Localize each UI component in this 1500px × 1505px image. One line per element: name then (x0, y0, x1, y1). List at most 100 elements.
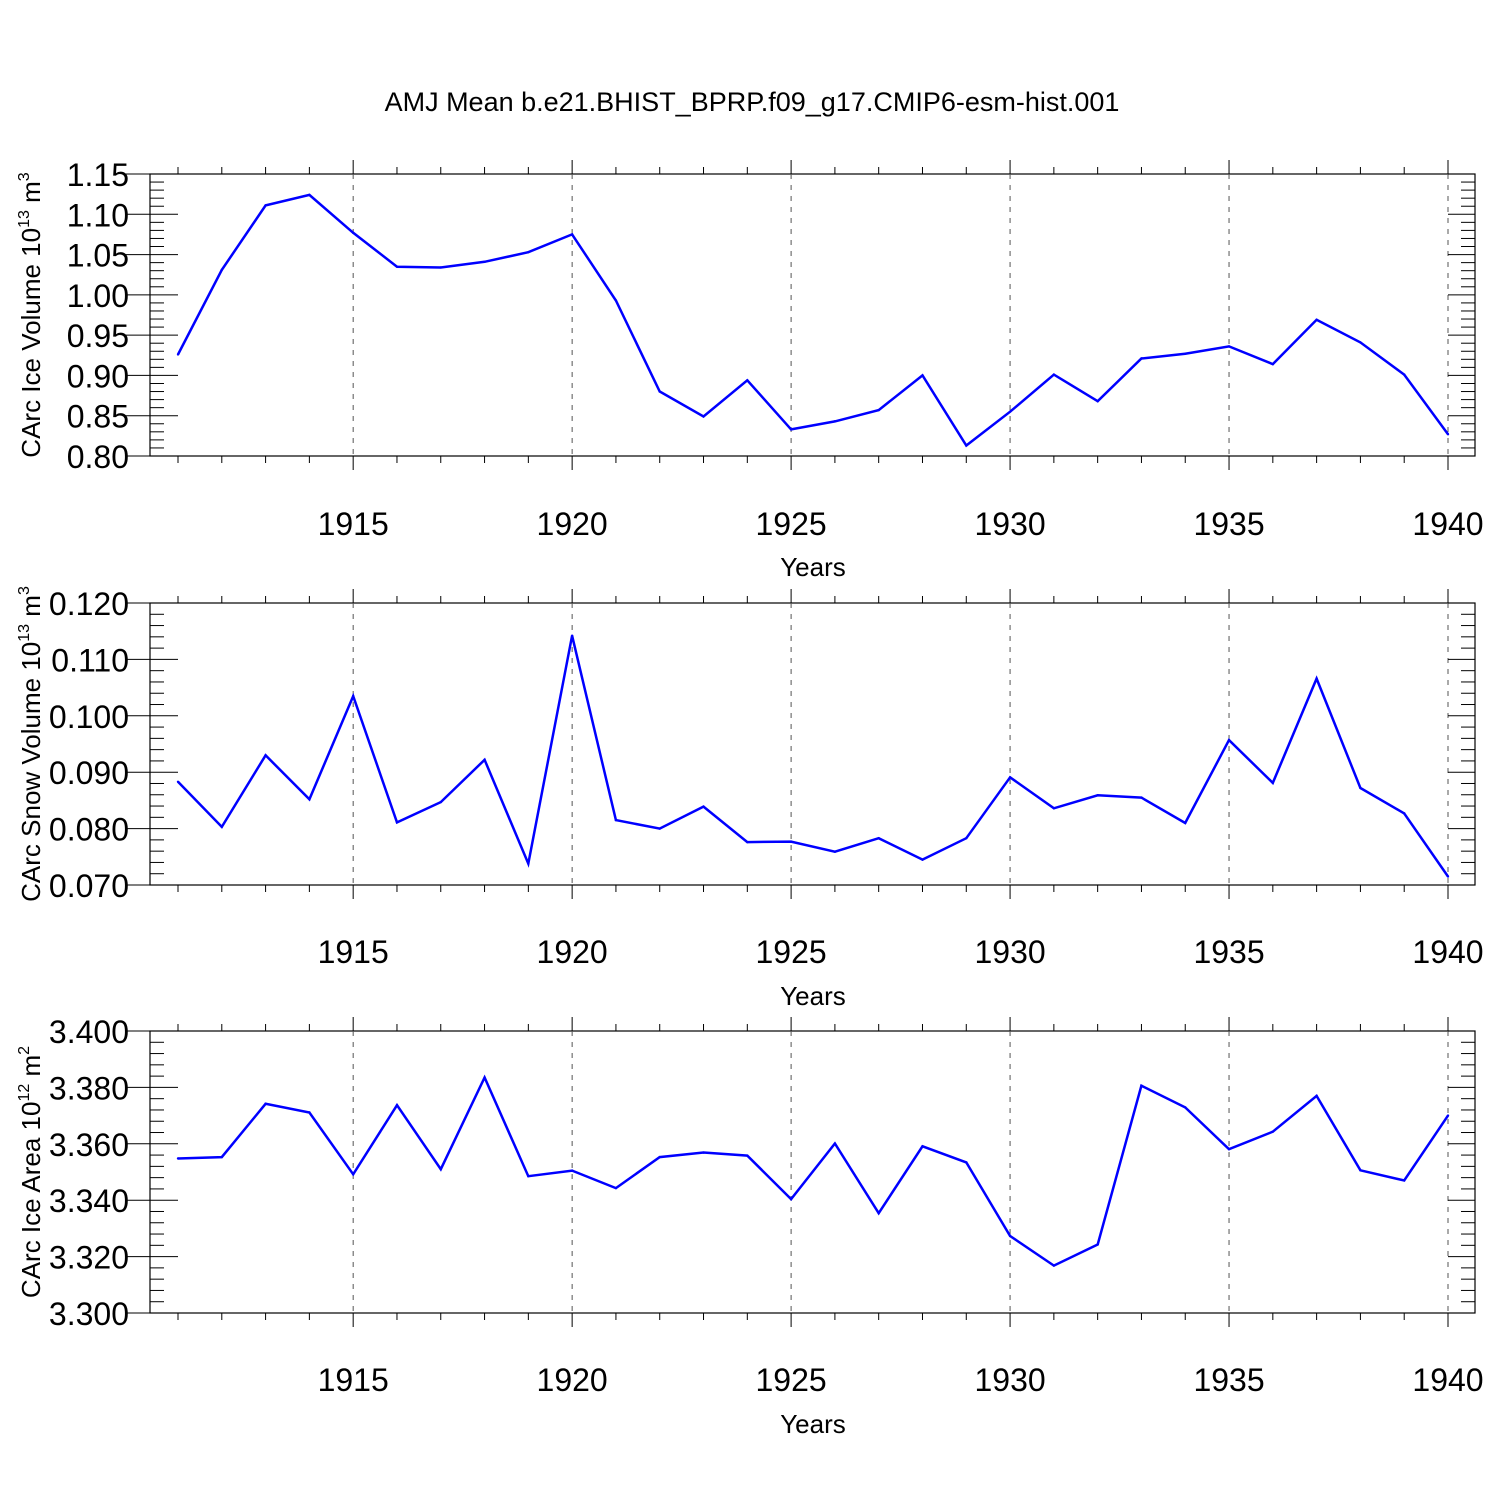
y-axis-label: CArc Ice Volume 1013 m3 (16, 172, 46, 457)
x-tick-label: 1935 (1193, 506, 1264, 542)
x-tick-label: 1920 (537, 506, 608, 542)
y-tick-label: 3.300 (49, 1296, 129, 1332)
data-point (702, 805, 705, 808)
x-tick-label: 1930 (974, 506, 1045, 542)
x-axis-label: Years (780, 981, 846, 1011)
x-tick-label: 1940 (1412, 934, 1483, 970)
data-point (527, 1175, 530, 1178)
data-point (1184, 1106, 1187, 1109)
x-tick-label: 1915 (318, 1362, 389, 1398)
data-point (308, 1111, 311, 1114)
y-tick-label: 3.340 (49, 1183, 129, 1219)
chart-panel-2: 0.070 0.080 0.090 0.100 0.110 0.120 1915 1920 19… (16, 586, 1484, 1011)
data-point (1008, 1234, 1012, 1238)
data-point (702, 1151, 705, 1154)
chart-panel-3: 3.300 3.320 3.340 3.360 3.380 3.400 1915 1920 19… (16, 1014, 1484, 1439)
data-point (264, 204, 267, 207)
series-line (176, 193, 1450, 448)
data-point (1446, 1114, 1450, 1117)
data-point (527, 862, 530, 865)
y-tick-label: 0.100 (49, 699, 129, 735)
data-point (1359, 1169, 1362, 1172)
data-point (921, 374, 924, 377)
data-point (1271, 1130, 1275, 1133)
data-point (658, 1155, 661, 1159)
y-tick-label: 0.110 (51, 642, 129, 678)
y-tick-label: 0.85 (67, 399, 129, 435)
data-point (658, 390, 661, 393)
data-point (1359, 341, 1362, 344)
data-point (1271, 781, 1275, 785)
data-point (1315, 318, 1318, 322)
y-tick-label: 0.90 (67, 358, 129, 394)
x-tick-label: 1915 (318, 934, 389, 970)
data-point (833, 850, 837, 853)
data-point (789, 428, 793, 431)
plot-frame (149, 602, 1476, 886)
data-point (702, 415, 705, 418)
data-point (746, 840, 749, 844)
y-axis-label: CArc Snow Volume 1013 m3 (16, 586, 46, 902)
y-tick-label: 1.15 (67, 157, 129, 193)
data-point (965, 1161, 968, 1164)
x-tick-label: 1915 (318, 506, 389, 542)
figure-title: AMJ Mean b.e21.BHIST_BPRP.f09_g17.CMIP6-… (385, 87, 1120, 117)
data-point (877, 836, 880, 840)
data-point (220, 1155, 223, 1159)
chart-panel-1: 0.80 0.85 0.90 0.95 1.00 1.05 1.10 1.15 1915 1920… (16, 157, 1484, 582)
data-point (308, 798, 311, 801)
data-point (395, 821, 399, 824)
data-point (220, 268, 223, 272)
data-point (965, 444, 968, 447)
data-point (483, 260, 486, 264)
data-point (1403, 812, 1406, 815)
data-point (921, 1145, 924, 1148)
data-point (483, 1076, 486, 1079)
data-point (483, 758, 486, 761)
y-tick-label: 0.80 (67, 439, 129, 475)
data-point (833, 420, 837, 423)
data-point (614, 1186, 618, 1190)
data-point (965, 836, 968, 840)
x-tick-label: 1935 (1193, 1362, 1264, 1398)
y-tick-label: 1.00 (67, 278, 129, 314)
data-point (570, 233, 574, 236)
data-point (1403, 373, 1406, 376)
data-point (176, 1157, 180, 1160)
data-point (351, 231, 355, 235)
data-point (614, 299, 618, 302)
data-point (439, 266, 442, 269)
data-point (308, 193, 311, 197)
x-tick-label: 1925 (756, 1362, 827, 1398)
data-point (1096, 400, 1099, 403)
data-point (176, 353, 180, 356)
data-point (439, 1167, 442, 1171)
data-point (921, 858, 924, 861)
data-point (351, 1173, 355, 1176)
data-point (1052, 1264, 1056, 1267)
y-tick-label: 3.360 (49, 1127, 129, 1163)
y-tick-label: 3.320 (49, 1240, 129, 1276)
data-point (614, 818, 618, 822)
data-point (570, 1169, 574, 1172)
data-point (1446, 433, 1450, 436)
x-tick-label: 1925 (756, 506, 827, 542)
data-point (1096, 1243, 1099, 1246)
data-point (1227, 345, 1231, 348)
data-point (789, 1197, 793, 1201)
data-point (1403, 1179, 1406, 1182)
y-tick-label: 1.10 (67, 197, 129, 233)
data-point (789, 840, 793, 843)
y-tick-label: 0.090 (49, 755, 129, 791)
y-tick-label: 3.380 (49, 1070, 129, 1106)
data-point (1140, 796, 1143, 799)
data-point (877, 1211, 880, 1215)
y-tick-label: 0.120 (49, 586, 129, 622)
data-point (1052, 807, 1056, 810)
data-point (746, 379, 749, 382)
data-point (439, 800, 442, 804)
data-point (1140, 1084, 1143, 1087)
data-point (1271, 362, 1275, 366)
data-point (1096, 794, 1099, 797)
